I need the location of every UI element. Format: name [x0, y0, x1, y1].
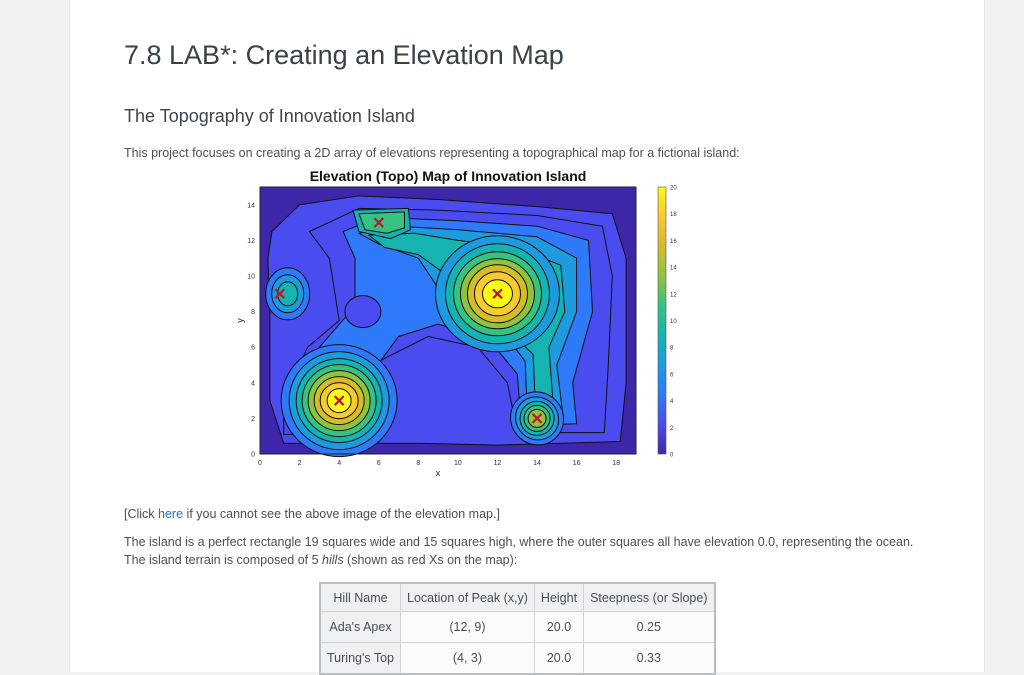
- x-tick-label: 18: [612, 460, 620, 467]
- peak-marker-stroke: [373, 217, 385, 228]
- table-cell: Turing's Top: [319, 642, 402, 675]
- x-tick-label: 16: [573, 460, 581, 467]
- x-axis-label: x: [436, 468, 441, 478]
- peak-marker: [492, 288, 503, 300]
- elevation-map-chart: Elevation (Topo) Map of Innovation Islan…: [235, 168, 677, 478]
- colorbar-tick-label: 6: [670, 372, 674, 378]
- table-cell: Ada's Apex: [319, 611, 402, 643]
- colorbar-tick-label: 18: [670, 212, 677, 218]
- col-height: Height: [533, 582, 585, 612]
- peak-marker: [274, 288, 286, 300]
- hills-table: Hill Name Location of Peak (x,y) Height …: [319, 582, 716, 675]
- table-row: Turing's Top (4, 3) 20.0 0.33: [319, 642, 715, 675]
- peak-marker-stroke: [333, 395, 345, 406]
- table-cell: 0.33: [583, 642, 715, 675]
- x-tick-label: 14: [533, 460, 541, 467]
- image-note: [Click here if you cannot see the above …: [124, 507, 500, 521]
- colorbar-tick-label: 14: [670, 266, 677, 272]
- depression-contour: [344, 295, 382, 329]
- table-cell: 20.0: [533, 611, 585, 643]
- y-tick-label: 10: [247, 274, 255, 281]
- colorbar-tick-label: 20: [670, 186, 677, 192]
- y-tick-label: 4: [251, 380, 255, 387]
- y-tick-label: 0: [251, 452, 255, 459]
- peak-marker: [531, 413, 543, 424]
- hill-contour: [358, 211, 405, 234]
- peak-marker-stroke: [531, 413, 543, 424]
- table-header-row: Hill Name Location of Peak (x,y) Height …: [319, 582, 715, 612]
- x-tick-label: 12: [494, 460, 502, 467]
- colorbar-tick-label: 16: [670, 239, 677, 245]
- y-tick-label: 8: [251, 309, 255, 316]
- y-tick-label: 12: [247, 238, 255, 245]
- desc-hills-em: hills: [322, 553, 344, 567]
- page-title: 7.8 LAB*: Creating an Elevation Map: [124, 40, 564, 70]
- y-axis-label: y: [235, 318, 245, 323]
- table-cell: (4, 3): [400, 642, 535, 675]
- here-link[interactable]: here: [158, 507, 184, 521]
- col-location: Location of Peak (x,y): [400, 582, 535, 612]
- table-cell: (12, 9): [400, 611, 535, 643]
- y-tick-label: 2: [251, 416, 255, 423]
- table-row: Ada's Apex (12, 9) 20.0 0.25: [319, 611, 715, 643]
- x-tick-label: 0: [258, 460, 262, 467]
- note-prefix: [Click: [124, 507, 159, 521]
- plot-frame: [259, 186, 637, 455]
- x-tick-label: 2: [298, 460, 302, 467]
- colorbar-tick-label: 8: [670, 346, 674, 352]
- table-cell: 20.0: [533, 642, 585, 675]
- peak-marker: [373, 217, 385, 228]
- section-title: The Topography of Innovation Island: [124, 106, 415, 126]
- x-tick-label: 6: [377, 460, 381, 467]
- colorbar-tick-label: 4: [670, 399, 674, 405]
- desc-text-2: (shown as red Xs on the map):: [343, 553, 518, 567]
- note-suffix: if you cannot see the above image of the…: [183, 507, 500, 521]
- colorbar-tick-label: 10: [670, 319, 677, 325]
- col-hill-name: Hill Name: [319, 582, 402, 612]
- island-description: The island is a perfect rectangle 19 squ…: [124, 533, 924, 569]
- x-tick-label: 8: [416, 460, 420, 467]
- x-tick-label: 4: [337, 460, 341, 467]
- y-tick-label: 6: [251, 345, 255, 352]
- colorbar: [657, 186, 667, 455]
- intro-text: This project focuses on creating a 2D ar…: [124, 146, 740, 160]
- col-steepness: Steepness (or Slope): [583, 582, 715, 612]
- desc-text-1: The island is a perfect rectangle 19 squ…: [124, 535, 914, 567]
- y-tick-label: 14: [247, 202, 255, 209]
- colorbar-tick-label: 12: [670, 292, 677, 298]
- lab-card: 7.8 LAB*: Creating an Elevation Map The …: [69, 0, 985, 675]
- elevation-map-figure: Elevation (Topo) Map of Innovation Islan…: [170, 164, 730, 484]
- x-tick-label: 10: [454, 460, 462, 467]
- peak-marker-stroke: [492, 288, 503, 300]
- colorbar-tick-label: 2: [670, 426, 674, 432]
- table-cell: 0.25: [583, 611, 715, 643]
- chart-title: Elevation (Topo) Map of Innovation Islan…: [310, 168, 587, 184]
- peak-marker-stroke: [274, 288, 286, 300]
- hill-contour: [277, 281, 299, 307]
- colorbar-tick-label: 0: [670, 453, 674, 459]
- peak-marker: [333, 395, 345, 406]
